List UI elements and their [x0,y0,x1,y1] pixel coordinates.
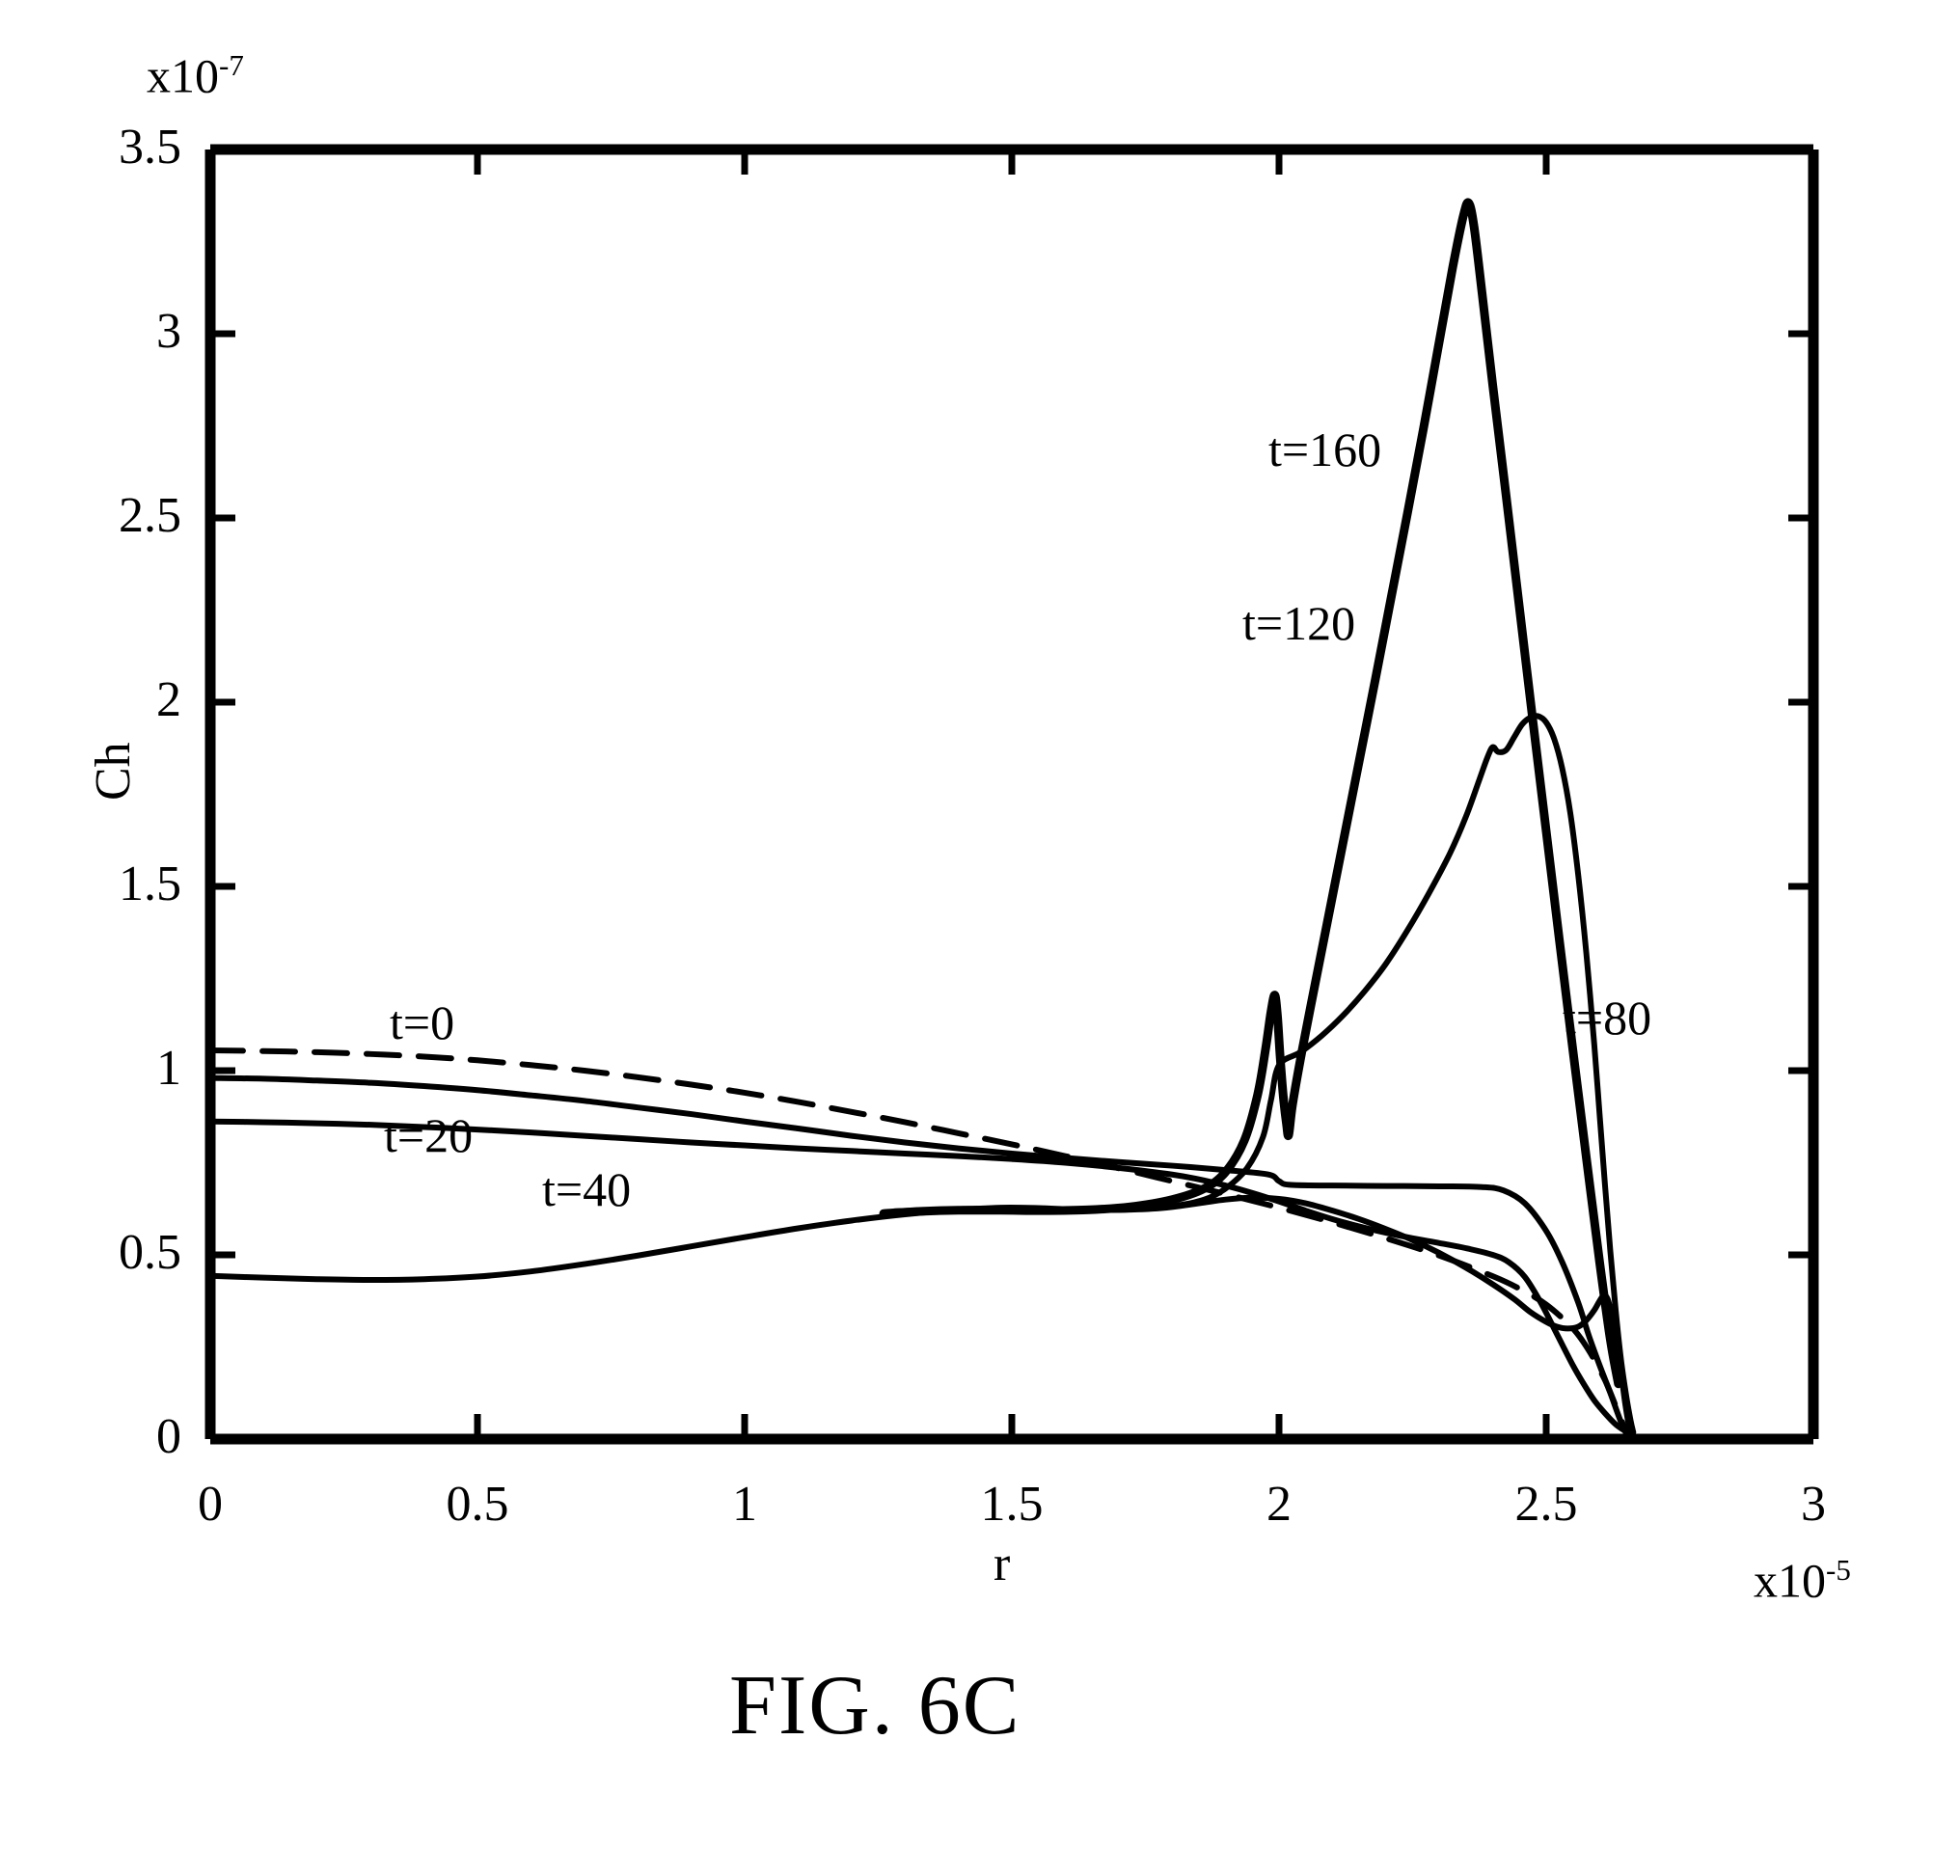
figure-caption: FIG. 6C [729,1664,1021,1749]
x-tick-label: 2 [1211,1480,1347,1530]
x-tick-label: 1.5 [944,1480,1079,1530]
y-axis-multiplier: x10-7 [147,50,244,100]
chart-plot-area [0,0,1960,1876]
y-tick-label: 0.5 [0,1228,181,1278]
x-tick-label: 2.5 [1479,1480,1614,1530]
x-axis-multiplier: x10-5 [1754,1555,1851,1605]
x-multiplier-base: x10 [1754,1554,1826,1608]
tick-marks [210,150,1813,1439]
curve-t-80 [210,1198,1632,1435]
y-multiplier-exponent: -7 [219,48,244,82]
curve-t-160 [884,203,1619,1384]
y-axis-label: Ch [89,742,139,801]
curve-label-t-0: t=0 [390,998,454,1047]
x-tick-label: 0.5 [410,1480,545,1530]
y-tick-label: 2 [0,675,181,725]
curve-label-t-160: t=160 [1268,425,1381,474]
x-tick-label: 0 [143,1480,278,1530]
x-tick-label: 1 [677,1480,812,1530]
y-tick-label: 1.5 [0,859,181,910]
curve-label-t-120: t=120 [1242,599,1355,647]
y-tick-label: 3 [0,307,181,357]
axis-frame [210,150,1813,1439]
curve-label-t-20: t=20 [384,1111,473,1159]
curve-label-t-80: t=80 [1563,993,1651,1042]
curve-label-t-40: t=40 [542,1165,631,1213]
y-tick-label: 0 [0,1412,181,1462]
y-tick-label: 1 [0,1044,181,1094]
y-multiplier-base: x10 [147,49,219,103]
x-axis-label: r [994,1539,1010,1590]
x-tick-label: 3 [1746,1480,1881,1530]
data-curves [210,203,1633,1434]
y-tick-label: 2.5 [0,491,181,541]
y-tick-label: 3.5 [0,122,181,173]
x-multiplier-exponent: -5 [1826,1553,1851,1587]
figure-root: x10-7 00.511.522.533.5 00.511.522.53 x10… [0,0,1960,1876]
